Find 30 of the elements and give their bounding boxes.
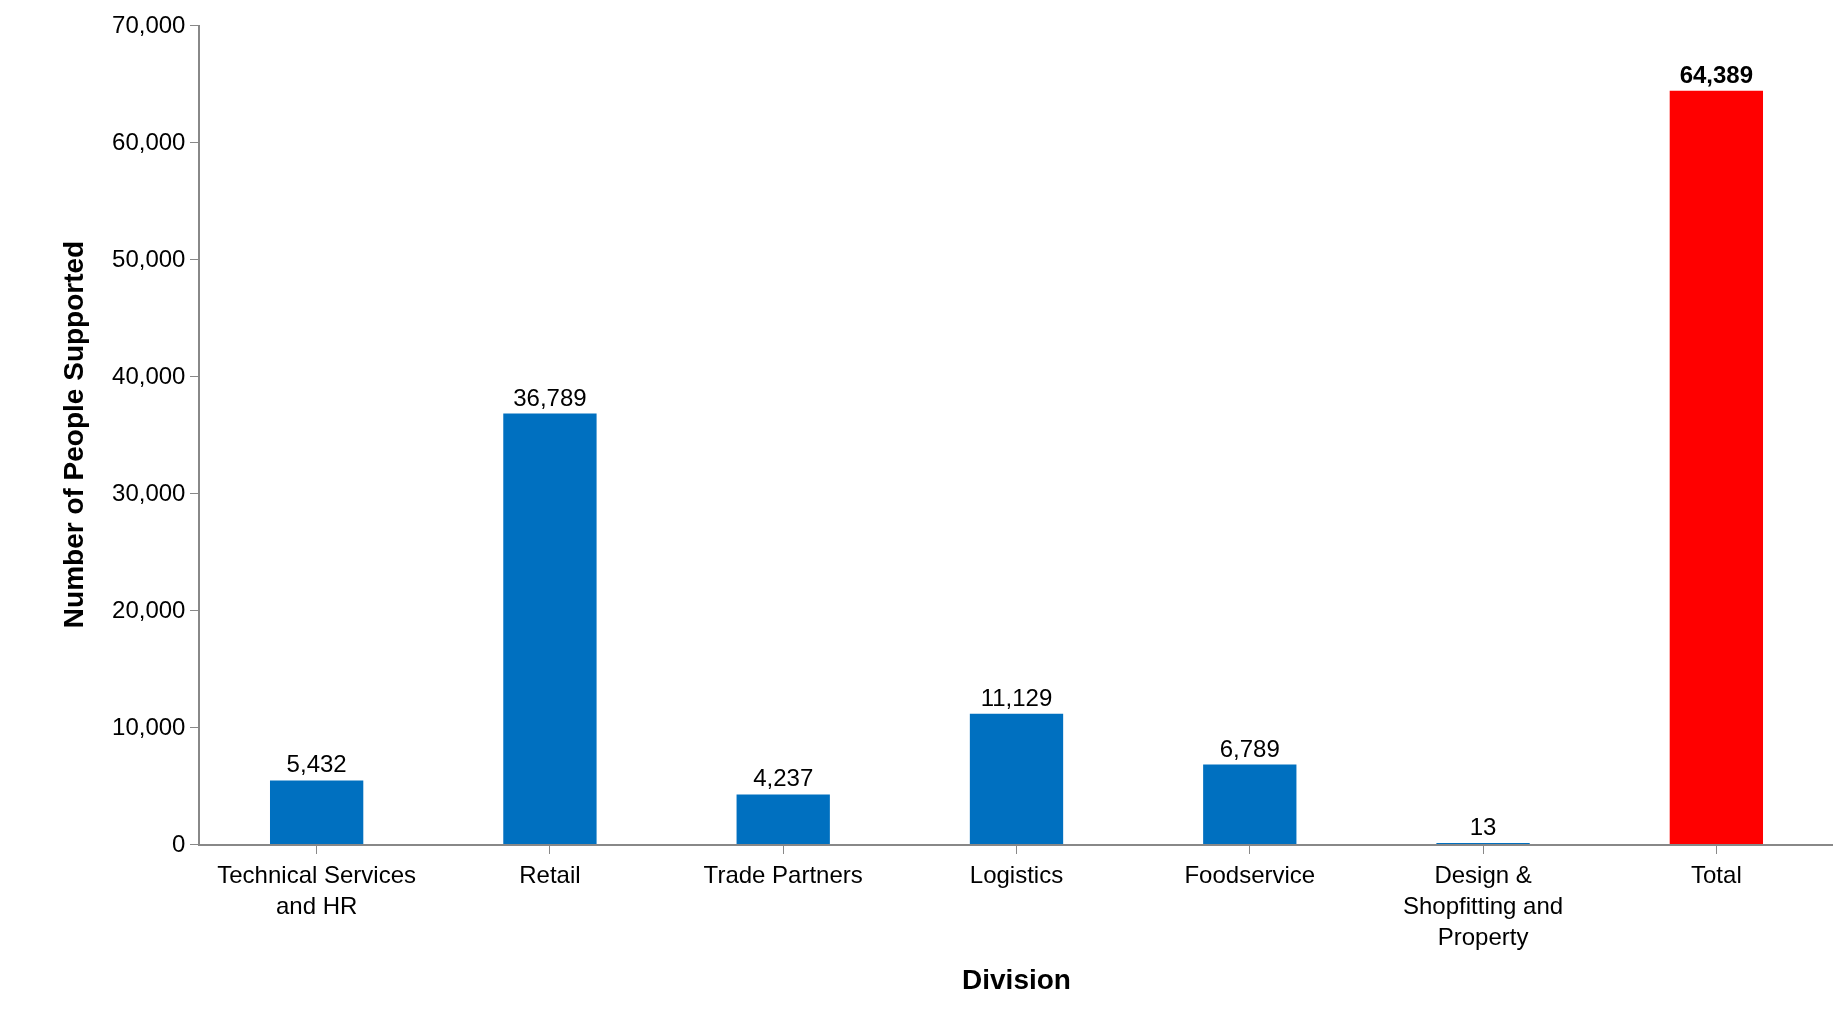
bar <box>1669 90 1764 844</box>
x-axis-title: Division <box>962 963 1071 995</box>
x-tick-label: Design & Shopfitting and Property <box>1403 860 1564 950</box>
bar <box>269 780 364 844</box>
bar <box>503 413 597 844</box>
data-label: 6,789 <box>1219 734 1280 762</box>
y-tick-label: 50,000 <box>112 245 186 273</box>
y-tick-label: 30,000 <box>112 479 186 507</box>
y-axis-title: Number of People Supported <box>58 240 90 629</box>
y-tick-label: 20,000 <box>112 596 186 624</box>
data-label: 4,237 <box>753 764 814 792</box>
bar <box>736 794 830 844</box>
data-label: 11,129 <box>980 683 1053 711</box>
data-label: 64,389 <box>1679 60 1754 88</box>
bar <box>969 713 1064 844</box>
data-label: 36,789 <box>513 383 587 411</box>
y-tick-label: 40,000 <box>112 362 186 390</box>
x-tick-label: Total <box>1691 860 1742 888</box>
x-tick-label: Trade Partners <box>703 860 863 888</box>
bar <box>1203 764 1297 844</box>
y-tick-label: 70,000 <box>112 11 186 39</box>
x-tick-label: Foodservice <box>1184 860 1316 888</box>
x-tick-label: Technical Services and HR <box>217 860 417 919</box>
y-tick-label: 0 <box>172 830 186 858</box>
data-label: 5,432 <box>286 750 347 778</box>
x-tick-label: Retail <box>519 860 581 888</box>
y-tick-label: 60,000 <box>112 128 186 156</box>
data-label: 13 <box>1469 813 1497 840</box>
y-tick-label: 10,000 <box>112 713 186 741</box>
x-tick-label: Logistics <box>969 860 1064 888</box>
